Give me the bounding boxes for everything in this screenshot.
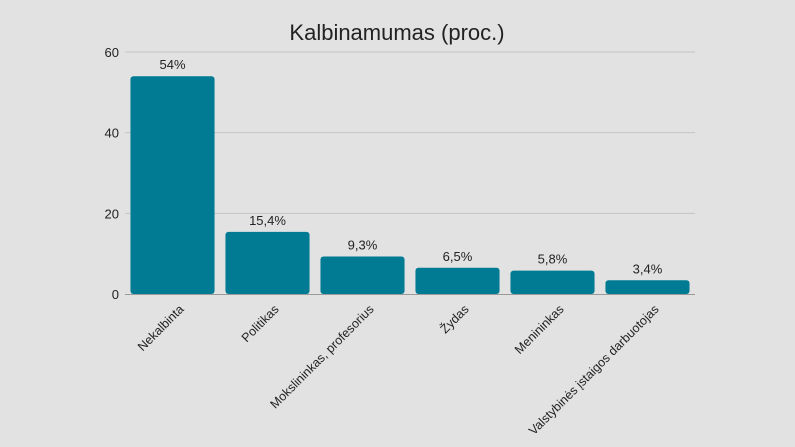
bar (320, 256, 405, 294)
data-label: 54% (159, 57, 185, 72)
y-tick-label: 20 (105, 206, 119, 221)
data-labels: 54% 15,4% 9,3% 6,5% 5,8% 3,4% (159, 57, 662, 276)
category-label: Nekalbinta (135, 302, 187, 354)
data-label: 3,4% (633, 261, 663, 276)
gridlines (125, 51, 695, 214)
data-label: 5,8% (538, 252, 568, 267)
bar (225, 231, 310, 294)
bar (130, 76, 215, 294)
data-label: 9,3% (348, 237, 378, 252)
y-tick-label: 60 (105, 45, 119, 60)
y-axis-ticks: 0 20 40 60 (105, 45, 119, 302)
category-label: Politikas (239, 302, 282, 345)
y-tick-label: 0 (112, 287, 119, 302)
y-tick-label: 40 (105, 126, 119, 141)
bar (415, 267, 500, 294)
bars (130, 76, 690, 294)
category-label: Mokslininkas, profesorius (267, 302, 376, 411)
category-label: Žydas (437, 302, 472, 337)
data-label: 6,5% (443, 249, 473, 264)
data-label: 15,4% (249, 213, 286, 228)
bar (605, 280, 690, 294)
bar (510, 270, 595, 294)
category-label: Menininkas (512, 302, 567, 357)
chart-title: Kalbinamumas (proc.) (289, 20, 504, 45)
